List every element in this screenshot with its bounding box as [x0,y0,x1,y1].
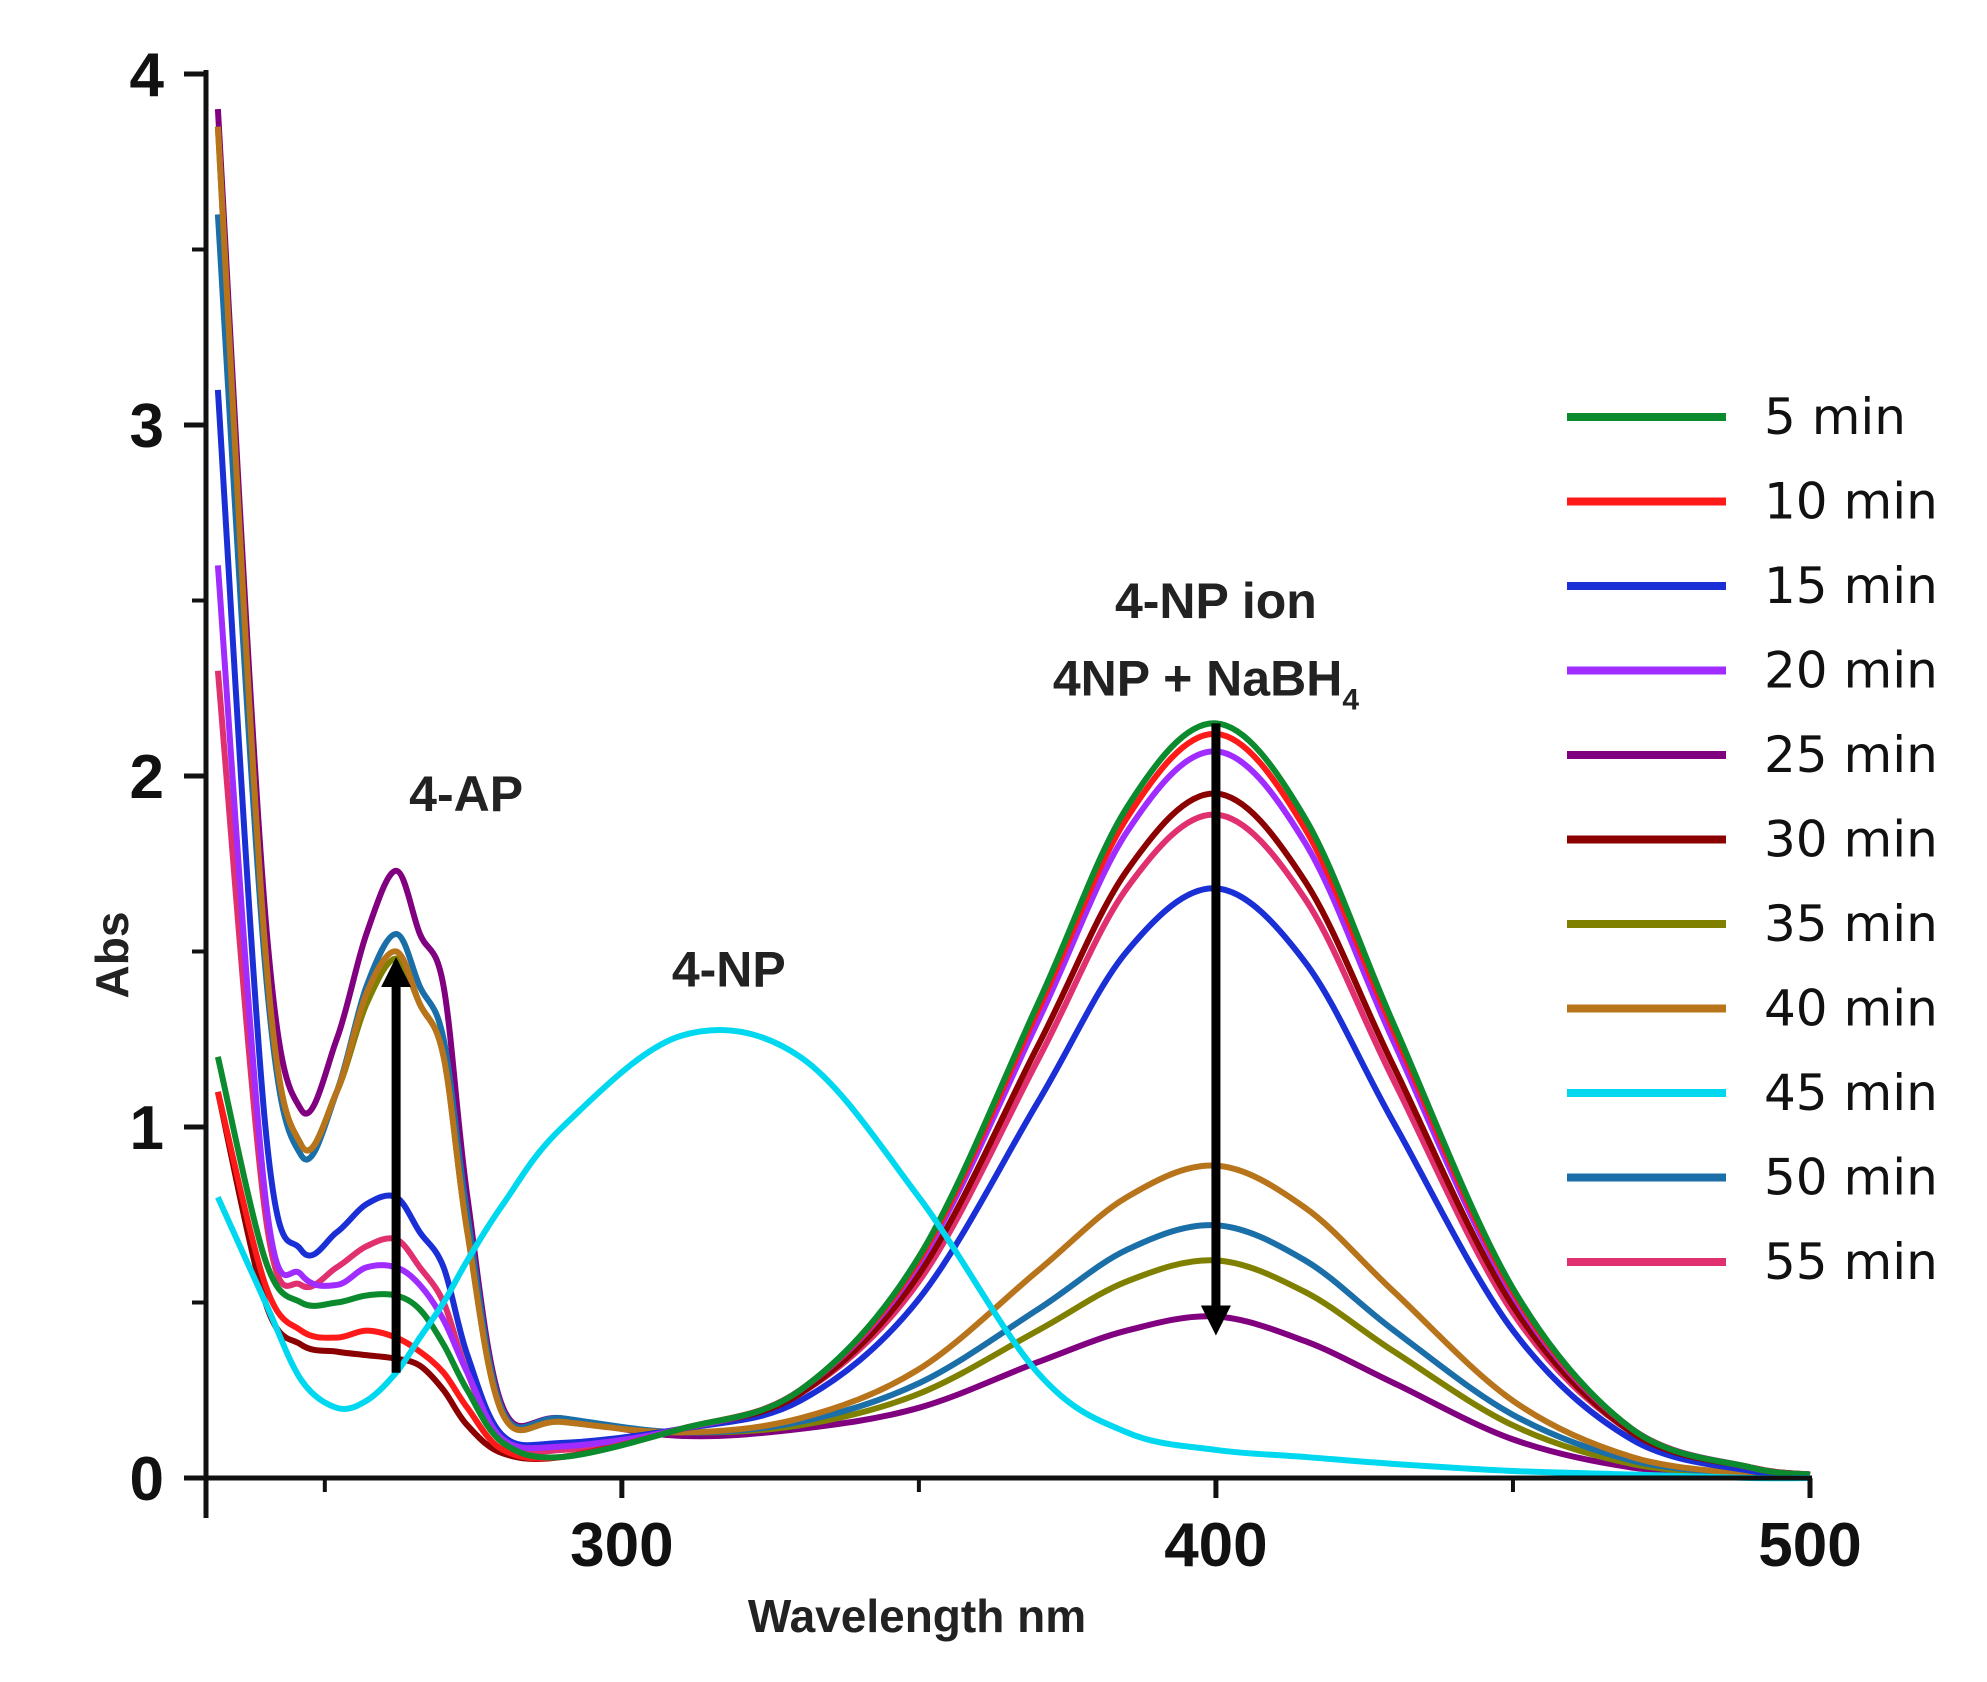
legend: 5 min 10 min 15 min 20 min 25 min 30 min 35 mi… [1567,388,1938,1291]
y-tick-label-0: 0 [130,1445,164,1514]
legend-item: 55 min [1567,1233,1938,1291]
legend-label: 55 min [1764,1233,1938,1291]
x-tick-label-400: 400 [1164,1511,1267,1580]
y-axis-title: Abs [86,912,138,999]
annotation-4np: 4-NP [672,942,786,998]
annotations: 4-AP 4-NP 4-NP ion 4NP + NaBH4 [381,573,1359,1373]
legend-label: 50 min [1764,1149,1938,1207]
series-line-45-min [215,1027,1811,1482]
legend-item: 20 min [1567,642,1938,700]
x-axis-title: Wavelength nm [748,1590,1086,1642]
legend-label: 20 min [1764,642,1938,700]
y-tick-label-2: 2 [130,743,164,812]
legend-label: 5 min [1764,388,1906,446]
legend-item: 10 min [1567,473,1938,531]
annotation-4np-nabh4: 4NP + NaBH4 [1053,650,1359,716]
axes: 300 400 500 0 1 2 3 4 [130,41,1862,1580]
legend-label: 10 min [1764,473,1938,531]
legend-item: 40 min [1567,980,1938,1038]
annotation-4ap: 4-AP [409,766,523,822]
legend-item: 50 min [1567,1149,1938,1207]
legend-item: 45 min [1567,1064,1938,1122]
series-line-40-min [214,126,1811,1481]
annotation-4np-ion: 4-NP ion [1115,573,1317,629]
legend-label: 45 min [1764,1064,1938,1122]
series-line-50-min [214,214,1811,1481]
legend-label: 40 min [1764,980,1938,1038]
y-tick-label-4: 4 [130,41,165,110]
y-tick-label-1: 1 [130,1094,164,1163]
legend-item: 15 min [1567,557,1938,615]
x-tick-label-300: 300 [570,1511,673,1580]
series-line-5-min [214,720,1811,1478]
legend-item: 5 min [1567,388,1906,446]
series-curves [214,108,1811,1482]
series-line-15-min [214,389,1811,1478]
series-line-30-min [214,790,1811,1478]
legend-item: 25 min [1567,726,1938,784]
x-tick-label-500: 500 [1758,1511,1861,1580]
legend-label: 30 min [1764,811,1938,869]
legend-label: 35 min [1764,895,1938,953]
y-tick-label-3: 3 [130,392,164,461]
legend-label: 25 min [1764,726,1938,784]
legend-item: 30 min [1567,811,1938,869]
legend-item: 35 min [1567,895,1938,953]
legend-label: 15 min [1764,557,1938,615]
